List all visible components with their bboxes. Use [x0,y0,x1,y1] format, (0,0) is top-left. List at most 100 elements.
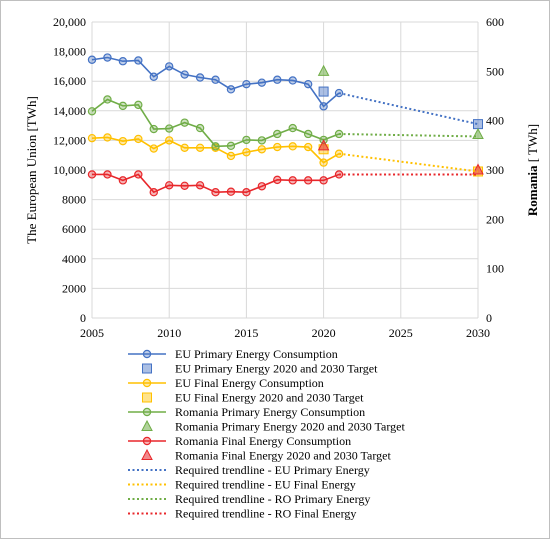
legend-label: Romania Final Energy 2020 and 2030 Targe… [175,449,391,463]
data-point [242,187,251,197]
y-left-tick-label: 0 [80,311,86,325]
legend-marker [142,407,152,417]
data-point [211,187,220,197]
x-tick-label: 2030 [466,326,490,340]
data-point [180,118,189,127]
legend-item: Required trendline - RO Final Energy [128,507,356,521]
legend-marker [142,349,152,359]
data-point [134,170,143,179]
data-point [288,123,297,133]
legend-item: EU Primary Energy Consumption [128,347,338,361]
y-right-tick-label: 500 [486,64,504,78]
trendline [338,152,479,173]
legend-label: EU Primary Energy 2020 and 2030 Target [175,362,378,376]
data-point [195,123,205,133]
data-point [257,136,267,145]
data-point [118,176,128,185]
series-10 [339,132,479,138]
y-left-tick-label: 14,000 [53,104,86,118]
series-4 [87,95,344,151]
target-point [472,163,484,175]
y-left-tick-label: 8000 [62,193,86,207]
legend-item: EU Primary Energy 2020 and 2030 Target [142,362,378,376]
data-point [87,107,97,116]
data-point [226,151,236,161]
data-point [273,129,282,139]
legend-item: Romania Final Energy Consumption [128,434,351,448]
trendline [338,92,479,126]
x-tick-label: 2005 [80,326,104,340]
data-point [226,85,236,94]
legend-label: EU Primary Energy Consumption [175,347,338,361]
legend-marker [141,448,153,460]
data-point [303,79,313,89]
target-point [317,64,330,76]
data-point [288,176,297,185]
data-point [303,129,313,139]
x-tick-label: 2025 [389,326,413,340]
data-point [195,181,205,190]
data-point [164,181,174,190]
data-point [242,148,251,157]
series-8 [338,92,479,126]
data-point [257,182,267,191]
data-point [226,187,236,196]
legend-label: Required trendline - EU Final Energy [175,478,356,492]
series-line [91,98,340,148]
y-left-tick-label: 10,000 [53,163,86,177]
data-point [87,55,97,64]
data-point [242,135,251,145]
legend-label: Required trendline - RO Primary Energy [175,492,370,506]
y-left-tick-label: 18,000 [53,45,86,59]
legend-marker [142,436,152,446]
data-point [242,79,251,89]
target-point [473,119,483,130]
y-right-tick-label: 0 [486,311,492,325]
grid [91,21,479,319]
legend-item: Required trendline - EU Primary Energy [128,463,370,477]
x-tick-label: 2020 [312,326,336,340]
series-line [91,56,340,108]
data-point [195,143,205,152]
data-point [103,95,112,104]
data-point [134,134,143,144]
y-axis-right-title-unit: [ TWh] [525,124,540,166]
data-point [164,136,174,145]
legend-item: Required trendline - EU Final Energy [128,478,356,492]
data-point [257,78,267,87]
legend-item: Romania Primary Energy 2020 and 2030 Tar… [141,420,405,434]
data-point [288,76,297,85]
y-left-tick-label: 4000 [62,252,86,266]
data-point [103,170,112,179]
data-point [118,57,128,66]
data-point [257,145,267,154]
data-point [164,62,174,71]
series [87,53,484,197]
y-axis-right-title-bold: Romania [525,165,540,216]
legend-item: Required trendline - RO Primary Energy [128,492,370,506]
data-point [211,75,220,84]
legend-label: Required trendline - RO Final Energy [175,507,356,521]
legend-label: EU Final Energy Consumption [175,376,324,390]
y-left-tick-label: 16,000 [53,74,86,88]
x-tick-label: 2010 [157,326,181,340]
data-point [195,73,205,82]
data-point [273,175,282,185]
data-point [319,102,328,111]
legend-item: EU Final Energy Consumption [128,376,324,390]
series-6 [87,170,344,197]
target-point [318,86,329,97]
series-9 [338,152,479,173]
legend-label: Romania Primary Energy 2020 and 2030 Tar… [175,420,405,434]
target-point [317,139,330,151]
legend-item: Romania Final Energy 2020 and 2030 Targe… [141,448,391,463]
data-point [273,142,282,152]
data-point [149,144,158,153]
data-point [303,142,313,152]
y-axis-right-title: Romania [ TWh] [525,124,540,216]
data-point [87,170,97,179]
data-point [319,158,328,167]
legend-label: Required trendline - EU Primary Energy [175,463,370,477]
data-point [134,100,143,110]
